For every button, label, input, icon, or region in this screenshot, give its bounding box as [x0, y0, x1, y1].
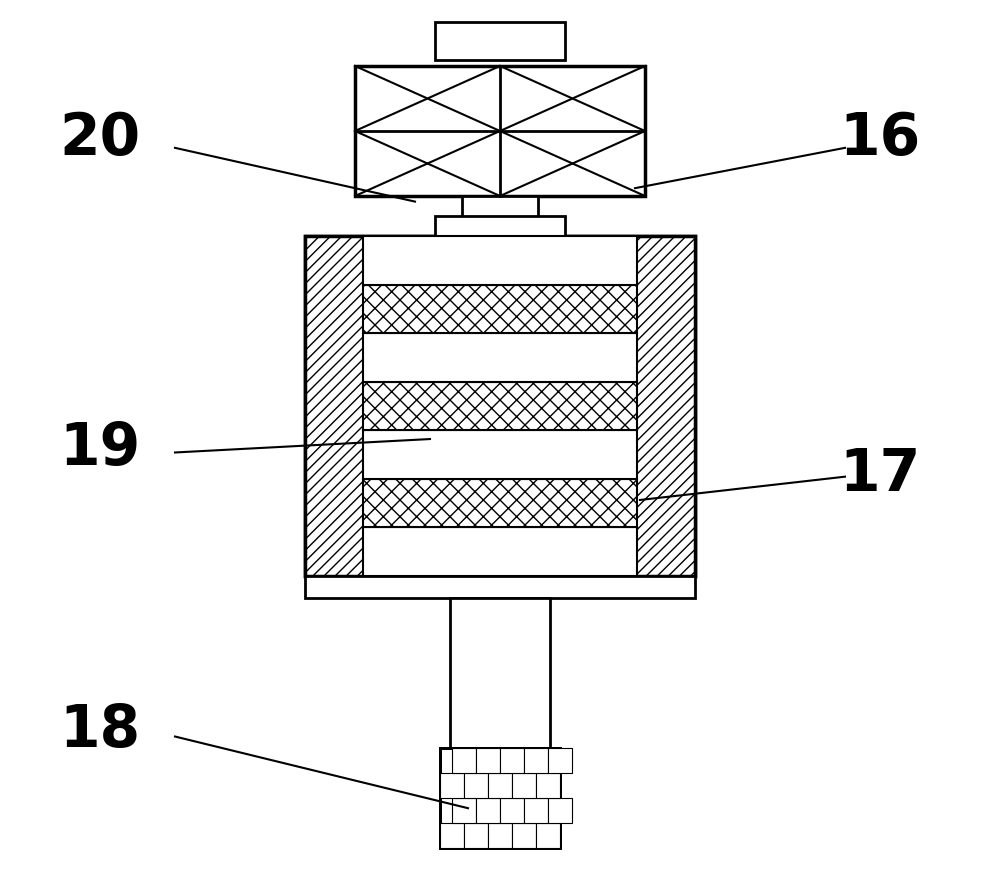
Bar — [500, 748, 524, 773]
Bar — [452, 748, 476, 773]
Bar — [440, 748, 560, 848]
Bar — [548, 748, 572, 773]
Bar — [305, 236, 363, 576]
Bar — [355, 66, 645, 196]
Bar — [488, 773, 512, 798]
Bar — [512, 773, 536, 798]
Bar — [512, 823, 536, 848]
Bar — [450, 598, 550, 748]
Bar — [363, 285, 637, 333]
Bar — [363, 333, 637, 382]
Bar — [452, 798, 476, 823]
Bar — [524, 748, 548, 773]
Bar — [464, 773, 488, 798]
Text: 20: 20 — [59, 110, 141, 168]
Bar — [462, 196, 538, 254]
Bar — [440, 823, 464, 848]
Bar — [305, 576, 695, 598]
Bar — [548, 798, 572, 823]
Bar — [363, 478, 637, 528]
Bar — [305, 236, 695, 576]
Text: 16: 16 — [839, 110, 921, 168]
Bar — [363, 430, 637, 478]
Bar — [363, 528, 637, 576]
Bar — [440, 748, 560, 848]
Bar — [440, 773, 464, 798]
Bar — [305, 236, 695, 576]
Bar — [536, 823, 560, 848]
Bar — [488, 823, 512, 848]
Bar — [476, 748, 500, 773]
Bar — [363, 382, 637, 430]
Bar — [536, 773, 560, 798]
Bar — [637, 236, 695, 576]
Bar — [363, 236, 637, 285]
Text: 19: 19 — [59, 419, 141, 477]
Bar — [476, 798, 500, 823]
Bar — [435, 216, 565, 236]
Bar — [524, 798, 548, 823]
Bar — [464, 823, 488, 848]
Text: 18: 18 — [59, 702, 141, 759]
Bar — [500, 798, 524, 823]
Bar — [435, 22, 565, 60]
Text: 17: 17 — [839, 446, 921, 504]
